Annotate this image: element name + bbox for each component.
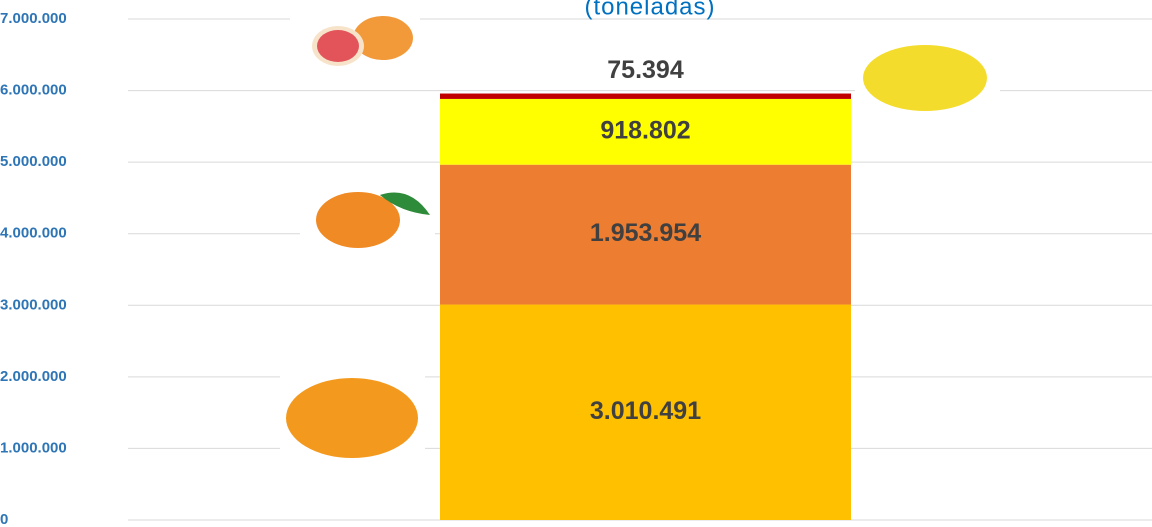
value-label: 3.010.491 [590,397,701,425]
grapefruit-flesh [317,30,359,62]
y-tick-label: 5.000.000 [0,153,67,170]
orange [286,378,418,458]
chart: (toneladas) 0 1.000.000 2.000.000 3.000.000… [0,0,1152,527]
chart-title: (toneladas) [584,0,715,20]
value-label: 75.394 [607,56,684,84]
y-tick-label: 6.000.000 [0,82,67,99]
y-tick-label: 4.000.000 [0,225,67,242]
value-label: 1.953.954 [590,219,701,247]
y-tick-label: 0 [0,511,8,527]
bars [440,94,851,520]
y-tick-label: 2.000.000 [0,368,67,385]
lemon [863,45,987,111]
y-tick-label: 1.000.000 [0,439,67,456]
bar-segment [440,94,851,99]
value-label: 918.802 [600,116,690,144]
y-tick-label: 7.000.000 [0,10,67,27]
y-tick-label: 3.000.000 [0,296,67,313]
